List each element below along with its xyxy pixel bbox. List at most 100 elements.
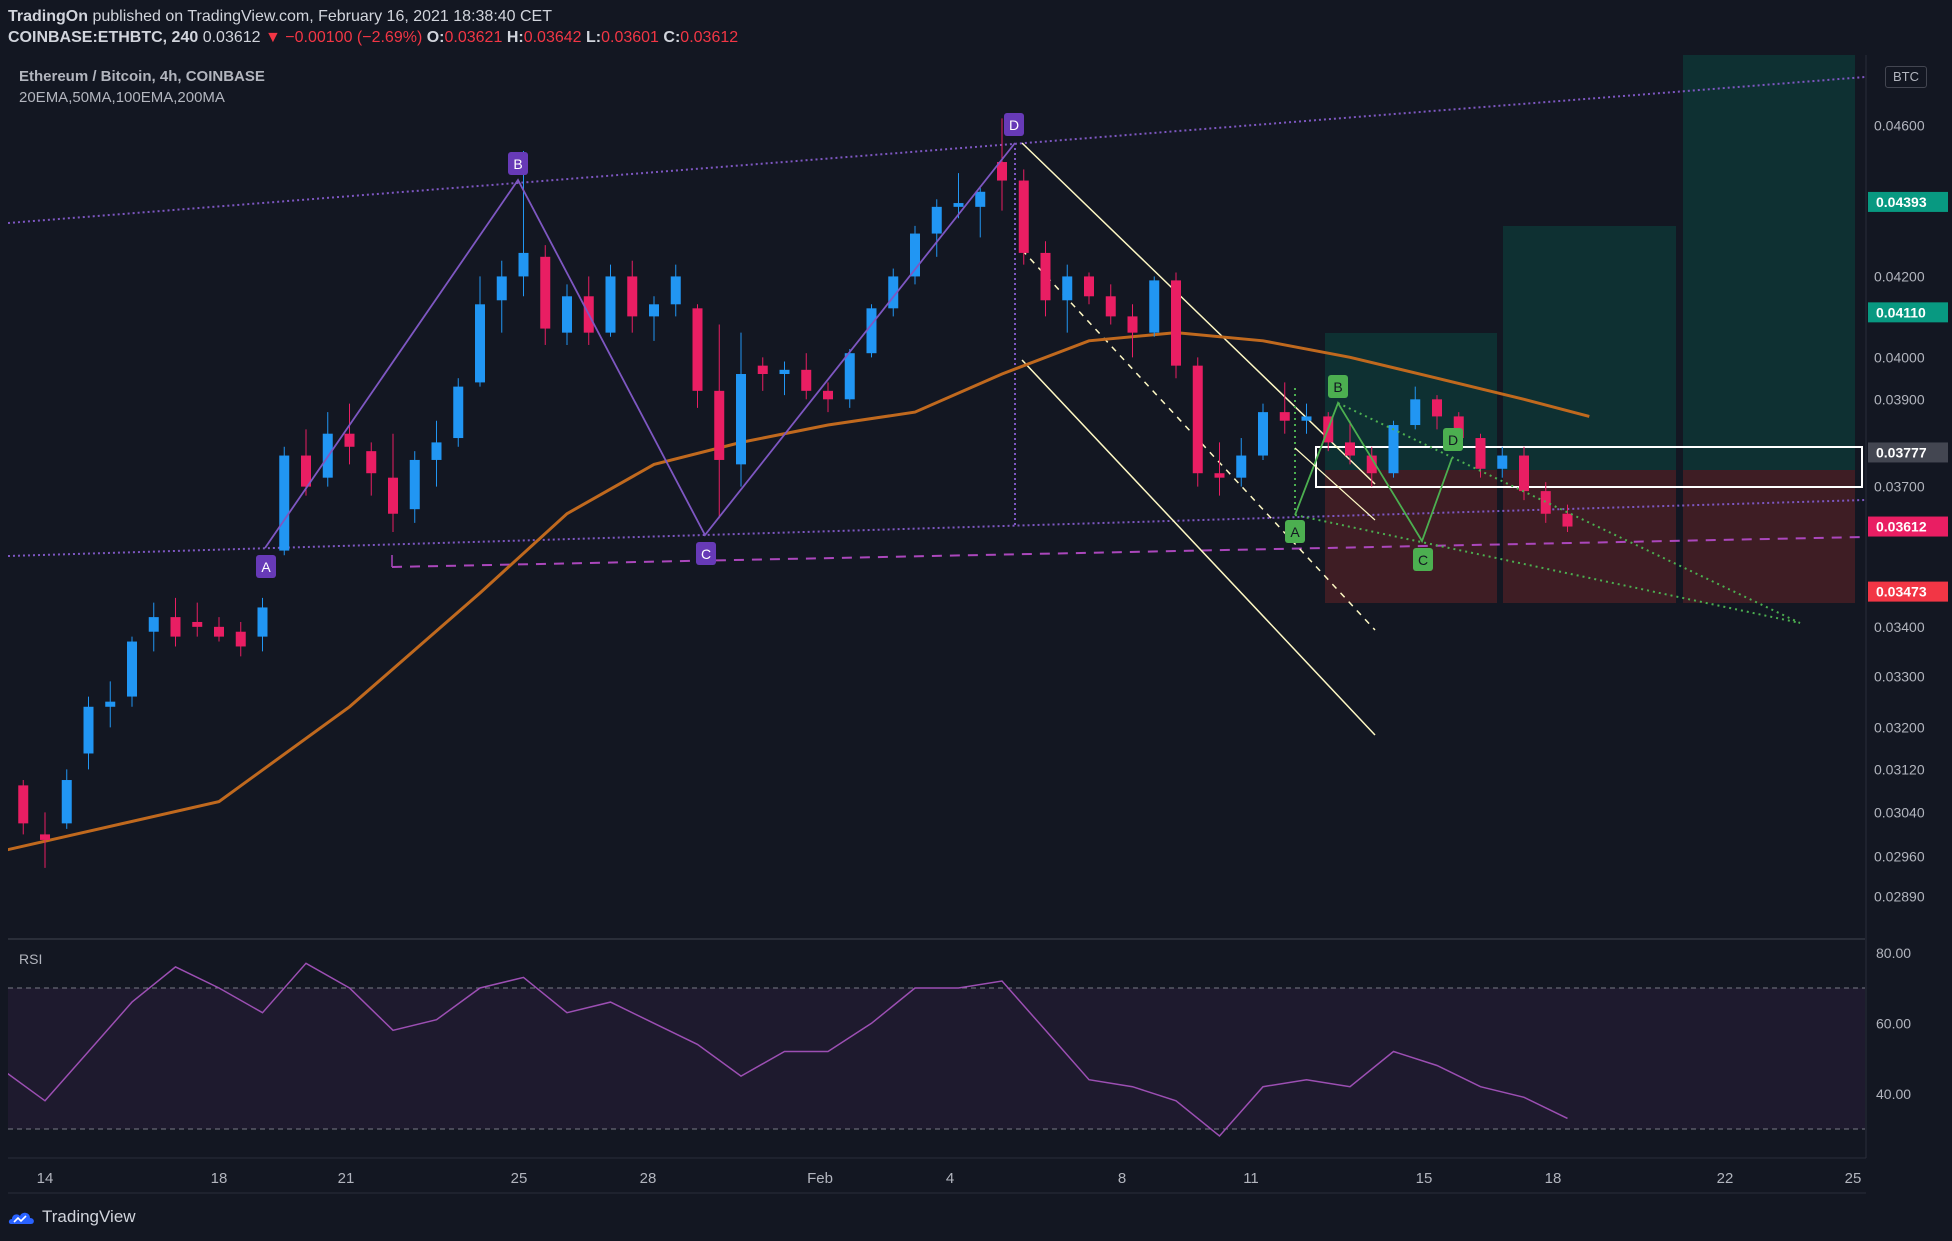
candle[interactable] — [757, 357, 768, 391]
candle[interactable] — [83, 696, 94, 770]
label-purple-d[interactable]: D — [1004, 113, 1024, 136]
candle[interactable] — [779, 361, 790, 396]
candle[interactable] — [670, 264, 681, 317]
candle[interactable] — [736, 332, 746, 487]
channel-mid[interactable] — [1021, 249, 1376, 631]
candle[interactable] — [1279, 382, 1290, 434]
tradingview-cloud-logo-icon[interactable] — [8, 1209, 36, 1227]
currency-badge[interactable]: BTC — [1885, 66, 1927, 88]
candle[interactable] — [127, 636, 137, 707]
candle[interactable] — [1366, 446, 1377, 487]
candle[interactable] — [1040, 241, 1051, 317]
label-purple-b[interactable]: B — [508, 152, 528, 175]
legend-indicators[interactable]: 20EMA,50MA,100EMA,200MA — [19, 89, 225, 106]
price-badge[interactable]: 0.04110 — [1868, 302, 1948, 323]
candle[interactable] — [301, 429, 311, 496]
candle[interactable] — [1171, 272, 1181, 379]
candle[interactable] — [562, 284, 572, 345]
candle[interactable] — [453, 378, 464, 447]
candle[interactable] — [692, 304, 703, 408]
candle[interactable] — [18, 780, 29, 835]
author-name[interactable]: TradingOn — [8, 8, 88, 25]
candle[interactable] — [1105, 284, 1116, 325]
channel-upper[interactable] — [1021, 142, 1376, 485]
candle[interactable] — [649, 296, 659, 341]
candle[interactable] — [1410, 386, 1421, 430]
candle[interactable] — [1258, 403, 1268, 460]
candle[interactable] — [1236, 438, 1247, 487]
candle[interactable] — [518, 151, 529, 297]
label-green-c[interactable]: C — [1413, 548, 1433, 571]
green-upper-line[interactable] — [1337, 402, 1801, 624]
candle[interactable] — [409, 451, 420, 523]
candle[interactable] — [1345, 420, 1355, 465]
label-green-b[interactable]: B — [1328, 375, 1348, 398]
candle[interactable] — [105, 681, 116, 728]
candle[interactable] — [1497, 446, 1508, 478]
candle[interactable] — [61, 769, 72, 829]
candle[interactable] — [1018, 169, 1029, 265]
candle[interactable] — [627, 260, 638, 333]
candle[interactable] — [823, 382, 833, 413]
candle[interactable] — [714, 324, 725, 519]
abcd-green-path[interactable] — [1294, 400, 1453, 544]
candle[interactable] — [366, 442, 377, 496]
candle[interactable] — [1540, 482, 1551, 523]
candle[interactable] — [605, 264, 616, 337]
candle[interactable] — [1062, 264, 1073, 333]
rsi-label[interactable]: RSI — [19, 951, 43, 967]
candle[interactable] — [1149, 276, 1160, 337]
candle[interactable] — [322, 412, 333, 487]
label-purple-c[interactable]: C — [696, 542, 716, 565]
abcd-purple-path[interactable] — [264, 142, 1016, 549]
candle[interactable] — [866, 304, 877, 358]
time-axis[interactable]: 14 18 21 25 28 Feb 4 8 11 15 18 22 25 — [37, 1170, 1862, 1187]
candle[interactable] — [192, 602, 203, 637]
candle[interactable] — [1192, 357, 1203, 487]
candle[interactable] — [496, 260, 507, 333]
candle[interactable] — [910, 225, 920, 285]
candle[interactable] — [975, 188, 986, 238]
support-dashed-line[interactable] — [391, 536, 1865, 568]
candle[interactable] — [235, 621, 246, 657]
candle[interactable] — [40, 812, 50, 868]
candle[interactable] — [257, 597, 268, 652]
candle[interactable] — [0, 775, 7, 807]
candle[interactable] — [279, 446, 290, 556]
green-lower-line[interactable] — [1294, 514, 1801, 624]
stop-zone-2[interactable] — [1503, 470, 1676, 603]
candle[interactable] — [475, 276, 485, 387]
candle[interactable] — [148, 602, 159, 652]
price-badge[interactable]: 0.03473 — [1868, 581, 1948, 602]
rsi-line[interactable] — [2, 962, 1568, 1138]
candle[interactable] — [1127, 304, 1138, 358]
label-purple-a[interactable]: A — [256, 555, 276, 578]
price-badge[interactable]: 0.03612 — [1868, 516, 1948, 537]
candle[interactable] — [1301, 403, 1312, 434]
candle[interactable] — [344, 403, 355, 465]
candle[interactable] — [170, 597, 181, 647]
candle[interactable] — [931, 199, 942, 257]
candle[interactable] — [997, 118, 1007, 211]
candle[interactable] — [388, 433, 398, 533]
candle[interactable] — [214, 617, 224, 642]
candle[interactable] — [844, 349, 855, 408]
upper-channel-line[interactable] — [8, 76, 1865, 224]
stop-zone-3[interactable] — [1683, 470, 1855, 603]
candle[interactable] — [888, 268, 899, 317]
channel-lower[interactable] — [1021, 359, 1376, 736]
candle[interactable] — [1432, 395, 1442, 430]
price-badge[interactable]: 0.03777 — [1868, 442, 1948, 463]
candle[interactable] — [801, 353, 812, 400]
legend-title[interactable]: Ethereum / Bitcoin, 4h, COINBASE — [19, 68, 265, 85]
ema-line[interactable] — [2, 331, 1590, 852]
brand-name[interactable]: TradingView — [42, 1207, 136, 1226]
target-zone-3[interactable] — [1683, 55, 1855, 470]
candle[interactable] — [540, 245, 551, 345]
candle[interactable] — [953, 173, 964, 219]
target-zone-2[interactable] — [1503, 226, 1676, 470]
candle[interactable] — [1562, 504, 1573, 533]
stop-zone-1[interactable] — [1325, 470, 1497, 603]
label-green-d[interactable]: D — [1443, 428, 1463, 451]
